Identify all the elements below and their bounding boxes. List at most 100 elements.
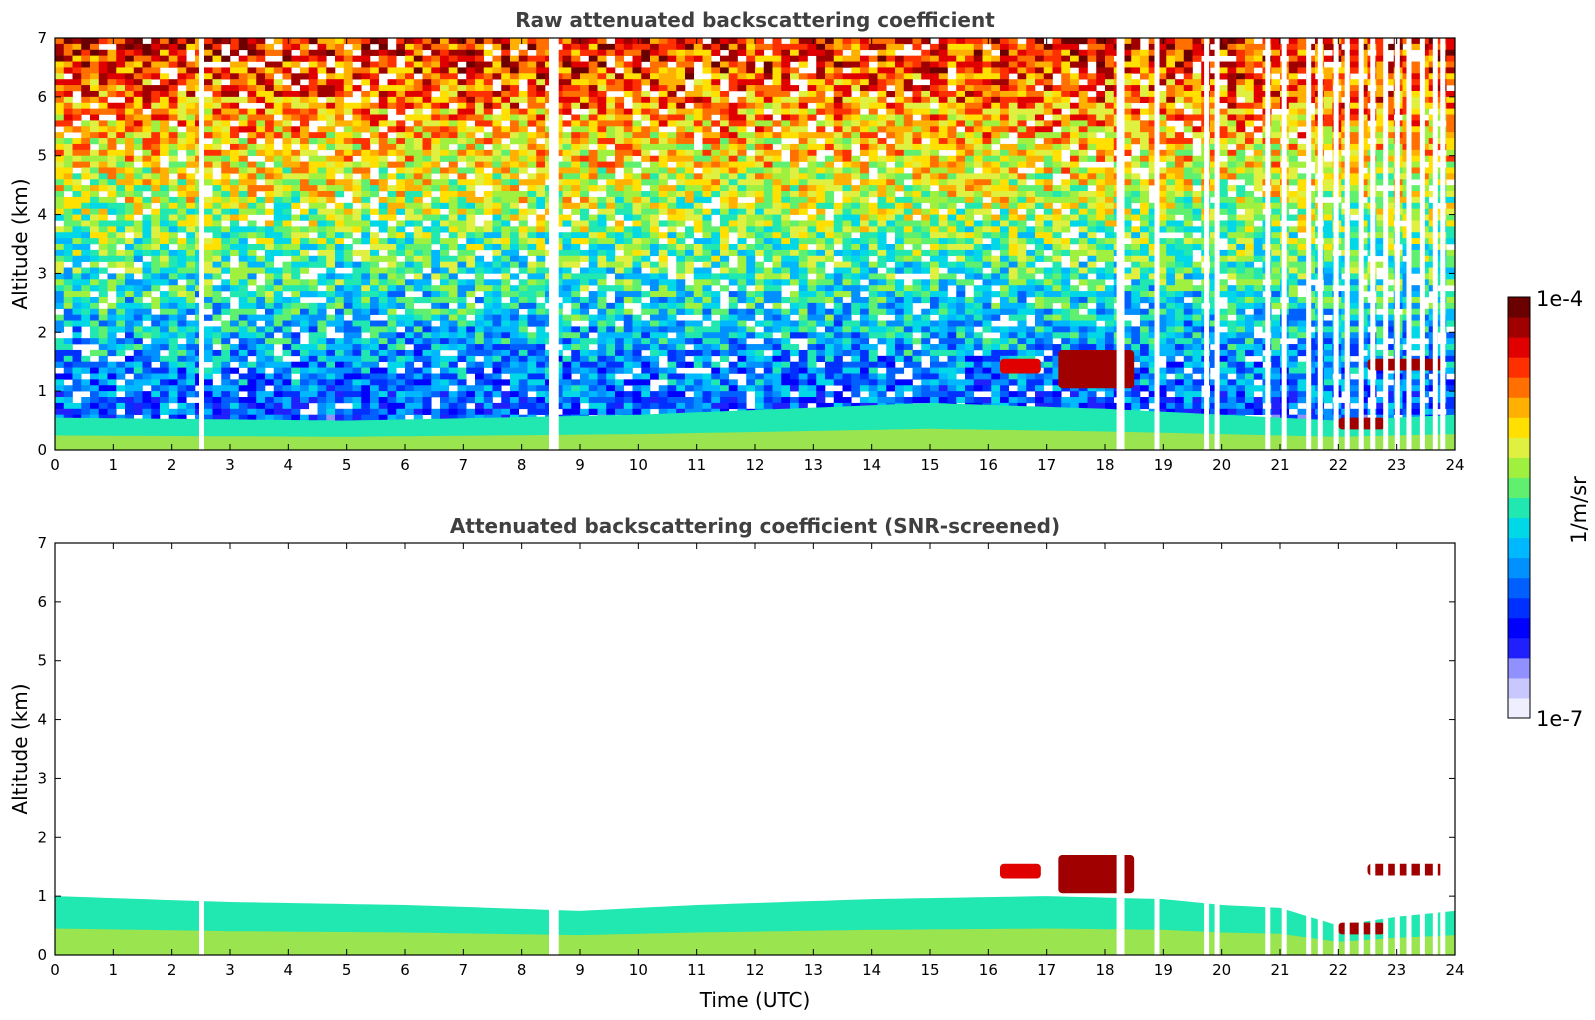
- noise-cell: [860, 132, 870, 139]
- noise-cell: [1183, 191, 1193, 198]
- noise-cell: [431, 114, 441, 121]
- noise-cell: [720, 173, 730, 180]
- noise-cell: [632, 73, 642, 80]
- noise-cell: [98, 238, 108, 245]
- noise-cell: [256, 167, 266, 174]
- noise-cell: [597, 138, 607, 145]
- noise-cell: [912, 126, 922, 133]
- noise-cell: [186, 96, 196, 104]
- noise-cell: [317, 108, 327, 115]
- noise-cell: [1288, 108, 1298, 115]
- noise-cell: [667, 108, 677, 115]
- noise-cell: [1157, 149, 1167, 157]
- noise-cell: [860, 114, 870, 121]
- noise-cell: [965, 179, 975, 186]
- noise-cell: [728, 55, 738, 62]
- noise-cell: [588, 67, 598, 74]
- noise-cell: [466, 114, 476, 121]
- noise-cell: [1376, 196, 1386, 204]
- noise-cell: [501, 202, 511, 209]
- noise-cell: [300, 43, 310, 51]
- noise-cell: [825, 108, 835, 115]
- noise-cell: [510, 226, 520, 233]
- noise-cell: [930, 143, 940, 151]
- noise-cell: [1043, 220, 1053, 227]
- noise-cell: [790, 167, 800, 174]
- noise-cell: [571, 55, 581, 62]
- noise-cell: [1000, 85, 1010, 92]
- noise-cell: [55, 167, 65, 174]
- noise-cell: [807, 96, 817, 104]
- noise-cell: [212, 90, 222, 98]
- noise-cell: [623, 138, 633, 145]
- noise-cell: [300, 132, 310, 139]
- noise-cell: [396, 208, 406, 215]
- noise-cell: [737, 114, 747, 121]
- noise-cell: [1157, 196, 1167, 204]
- noise-cell: [720, 208, 730, 215]
- noise-cell: [921, 226, 931, 233]
- noise-cell: [343, 220, 353, 227]
- noise-cell: [361, 79, 371, 86]
- noise-cell: [221, 149, 231, 157]
- noise-cell: [440, 179, 450, 186]
- noise-cell: [256, 196, 266, 204]
- noise-cell: [177, 173, 187, 180]
- noise-cell: [886, 108, 896, 115]
- noise-cell: [55, 179, 65, 186]
- noise-cell: [711, 179, 721, 186]
- noise-cell: [720, 102, 730, 109]
- noise-cell: [1446, 173, 1455, 180]
- noise-cell: [580, 132, 590, 139]
- noise-cell: [1078, 143, 1088, 151]
- noise-cell: [1271, 102, 1281, 109]
- noise-cell: [492, 155, 502, 162]
- noise-cell: [1411, 202, 1421, 209]
- noise-cell: [851, 238, 861, 245]
- noise-cell: [737, 102, 747, 109]
- noise-cell: [247, 85, 257, 92]
- noise-cell: [151, 161, 161, 168]
- noise-cell: [693, 191, 703, 198]
- noise-cell: [1253, 143, 1263, 151]
- noise-cell: [676, 126, 686, 133]
- noise-cell: [63, 126, 73, 133]
- noise-cell: [160, 220, 170, 227]
- noise-cell: [405, 161, 415, 168]
- noise-cell: [448, 179, 458, 186]
- noise-cell: [1131, 61, 1141, 68]
- noise-cell: [492, 220, 502, 227]
- noise-cell: [457, 132, 467, 139]
- noise-cell: [378, 61, 388, 68]
- noise-cell: [772, 49, 782, 56]
- noise-cell: [693, 208, 703, 215]
- noise-cell: [720, 43, 730, 51]
- noise-cell: [737, 191, 747, 198]
- noise-cell: [466, 38, 476, 45]
- noise-cell: [1061, 214, 1071, 221]
- noise-cell: [623, 67, 633, 74]
- noise-cell: [387, 238, 397, 245]
- noise-cell: [1008, 214, 1018, 221]
- noise-cell: [1166, 43, 1176, 51]
- noise-cell: [1385, 108, 1395, 115]
- noise-cell: [527, 43, 537, 51]
- noise-cell: [221, 38, 231, 45]
- noise-cell: [1245, 61, 1255, 68]
- noise-cell: [1175, 61, 1185, 68]
- noise-cell: [1236, 143, 1246, 151]
- noise-cell: [291, 126, 301, 133]
- noise-cell: [475, 114, 485, 121]
- noise-cell: [1131, 132, 1141, 139]
- noise-cell: [728, 114, 738, 121]
- noise-cell: [230, 108, 240, 115]
- noise-cell: [903, 196, 913, 204]
- noise-cell: [676, 161, 686, 168]
- noise-cell: [1131, 138, 1141, 145]
- noise-cell: [903, 73, 913, 80]
- noise-cell: [475, 73, 485, 80]
- noise-cell: [72, 238, 82, 245]
- noise-cell: [396, 132, 406, 139]
- noise-cell: [772, 55, 782, 62]
- noise-cell: [991, 126, 1001, 133]
